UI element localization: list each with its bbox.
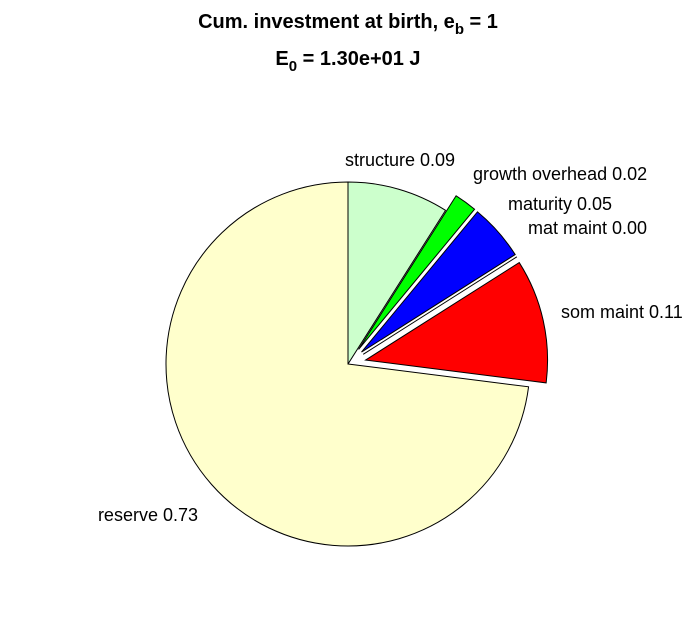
chart-title-line1-subscript: b	[455, 21, 464, 38]
chart-title-line2: E0 = 1.30e+01 J	[275, 48, 420, 75]
chart-title-line2-subscript: 0	[289, 58, 297, 75]
pie-slice-growth-overhead	[358, 195, 476, 350]
pie-slice-maturity	[361, 211, 516, 353]
chart-title-line1-main: Cum. investment at birth, e	[198, 11, 455, 33]
chart-title-line2-main: E	[275, 48, 288, 70]
pie-slice-structure	[347, 181, 447, 366]
pie-label-mat-maint: mat maint 0.00	[528, 218, 647, 238]
pie-slice-reserve	[165, 181, 530, 547]
pie-slice-som-maint	[364, 261, 549, 384]
chart-title-line1-tail: = 1	[464, 11, 498, 33]
pie-label-maturity: maturity 0.05	[508, 194, 612, 214]
pie-label-growth-overhead: growth overhead 0.02	[473, 164, 647, 184]
chart-title-line2-tail: = 1.30e+01 J	[297, 48, 420, 70]
pie-label-structure: structure 0.09	[345, 150, 455, 170]
pie-labels: structure 0.09 growth overhead 0.02 maturi…	[98, 150, 683, 525]
pie-slices	[165, 181, 549, 547]
pie-slice-mat-maint	[362, 256, 518, 355]
chart-title-line1: Cum. investment at birth, eb = 1	[198, 11, 498, 38]
pie-label-som-maint: som maint 0.11	[561, 302, 683, 322]
pie-label-reserve: reserve 0.73	[98, 505, 198, 525]
